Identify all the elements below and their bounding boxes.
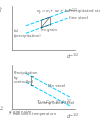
Text: Precipitation
by
controlled: Precipitation by controlled: [14, 71, 38, 84]
Text: $\sigma_y = \sigma_i + \alpha\varepsilon + kd^{-1/2}$: $\sigma_y = \sigma_i + \alpha\varepsilon…: [36, 7, 78, 18]
Text: no grain: no grain: [41, 28, 56, 32]
X-axis label: $d^{-1/2}$: $d^{-1/2}$: [66, 111, 80, 119]
Text: $T_c = C_1 - \beta \cdot d^{-1/2}$: $T_c = C_1 - \beta \cdot d^{-1/2}$: [36, 97, 72, 108]
Y-axis label: $\sigma_y$: $\sigma_y$: [0, 4, 7, 12]
Text: $T$  transition temperature: $T$ transition temperature: [8, 110, 57, 118]
Text: Mn steel: Mn steel: [48, 84, 65, 88]
Y-axis label: $T_c$: $T_c$: [0, 104, 7, 111]
Text: Unimproved steel: Unimproved steel: [38, 101, 75, 105]
Text: Precipitated steel: Precipitated steel: [69, 9, 100, 13]
X-axis label: $d^{-1/2}$: $d^{-1/2}$: [66, 52, 80, 61]
Text: fine steel: fine steel: [69, 16, 88, 20]
Text: $d$  grain size: $d$ grain size: [8, 108, 33, 116]
Text: (a)
(precipitation): (a) (precipitation): [14, 29, 42, 38]
